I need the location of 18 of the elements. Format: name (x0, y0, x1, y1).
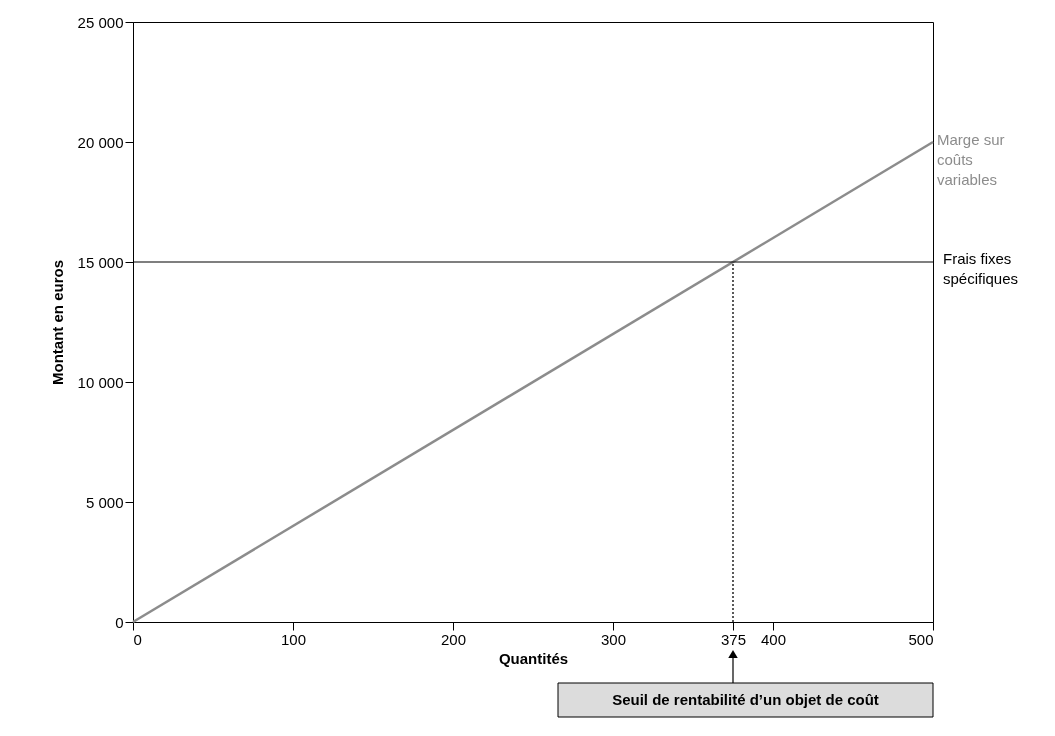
x-axis-title: Quantités (498, 649, 569, 667)
x-tick-label: 400 (760, 630, 787, 648)
series-label: Marge sur coûts variables (937, 131, 1005, 188)
text: Seuil de rentabilité d’un objet de coût (612, 691, 879, 708)
y-tick-label: 20 000 (77, 133, 124, 151)
y-tick-label: 0 (115, 613, 124, 631)
y-tick-label: 25 000 (77, 13, 124, 31)
x-tick-label: 300 (600, 630, 627, 648)
x-tick-label: 200 (440, 630, 467, 648)
x-tick-label: 100 (280, 630, 307, 648)
x-tick-label: 0 (133, 630, 142, 648)
ref-line-label: Frais fixes spécifiques (943, 250, 1019, 287)
x-tick-label: 375 (720, 630, 747, 648)
y-tick-label: 5 000 (85, 493, 124, 511)
y-axis-title: Montant en euros (48, 259, 66, 386)
y-tick-label: 15 000 (77, 253, 124, 271)
x-tick-label: 500 (908, 630, 934, 648)
y-tick-label: 10 000 (77, 373, 124, 391)
